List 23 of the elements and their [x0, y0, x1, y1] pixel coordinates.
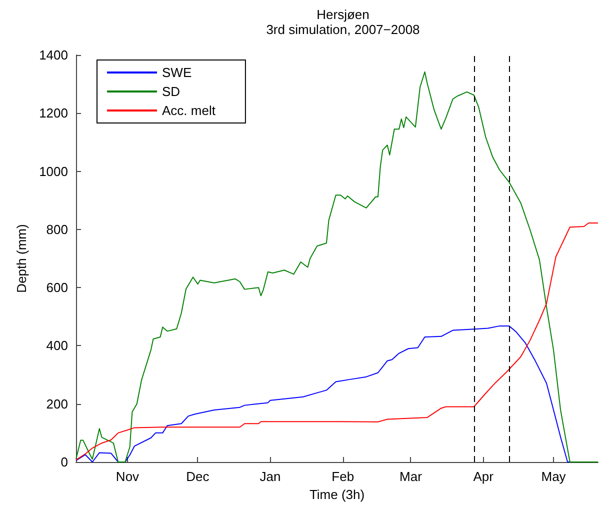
y-tick-label: 600 — [46, 280, 68, 296]
y-tick-label: 1400 — [39, 48, 68, 62]
legend-label: SD — [162, 84, 180, 99]
y-tick-label: 800 — [46, 222, 68, 237]
x-tick-label: Mar — [400, 469, 423, 484]
legend-label: SWE — [162, 65, 192, 80]
y-axis-title: Depth (mm) — [14, 224, 29, 293]
x-tick-label: Apr — [473, 469, 494, 484]
legend-label: Acc. melt — [162, 103, 216, 118]
chart-subtitle: 3rd simulation, 2007−2008 — [266, 22, 420, 37]
x-tick-label: Jan — [260, 469, 281, 484]
y-tick-label: 400 — [46, 338, 68, 354]
line-series — [76, 222, 598, 460]
x-tick-label: Nov — [116, 469, 140, 484]
y-tick-label: 1200 — [39, 106, 68, 121]
x-tick-label: Dec — [186, 469, 210, 484]
y-tick-label: 0 — [60, 454, 68, 470]
chart-title: Hersjøen — [316, 7, 370, 22]
y-tick-label: 200 — [46, 396, 68, 412]
x-tick-label: Feb — [332, 469, 354, 484]
y-tick-label: 1000 — [39, 164, 68, 179]
x-tick-label: May — [541, 469, 566, 484]
x-axis-title: Time (3h) — [309, 487, 365, 502]
